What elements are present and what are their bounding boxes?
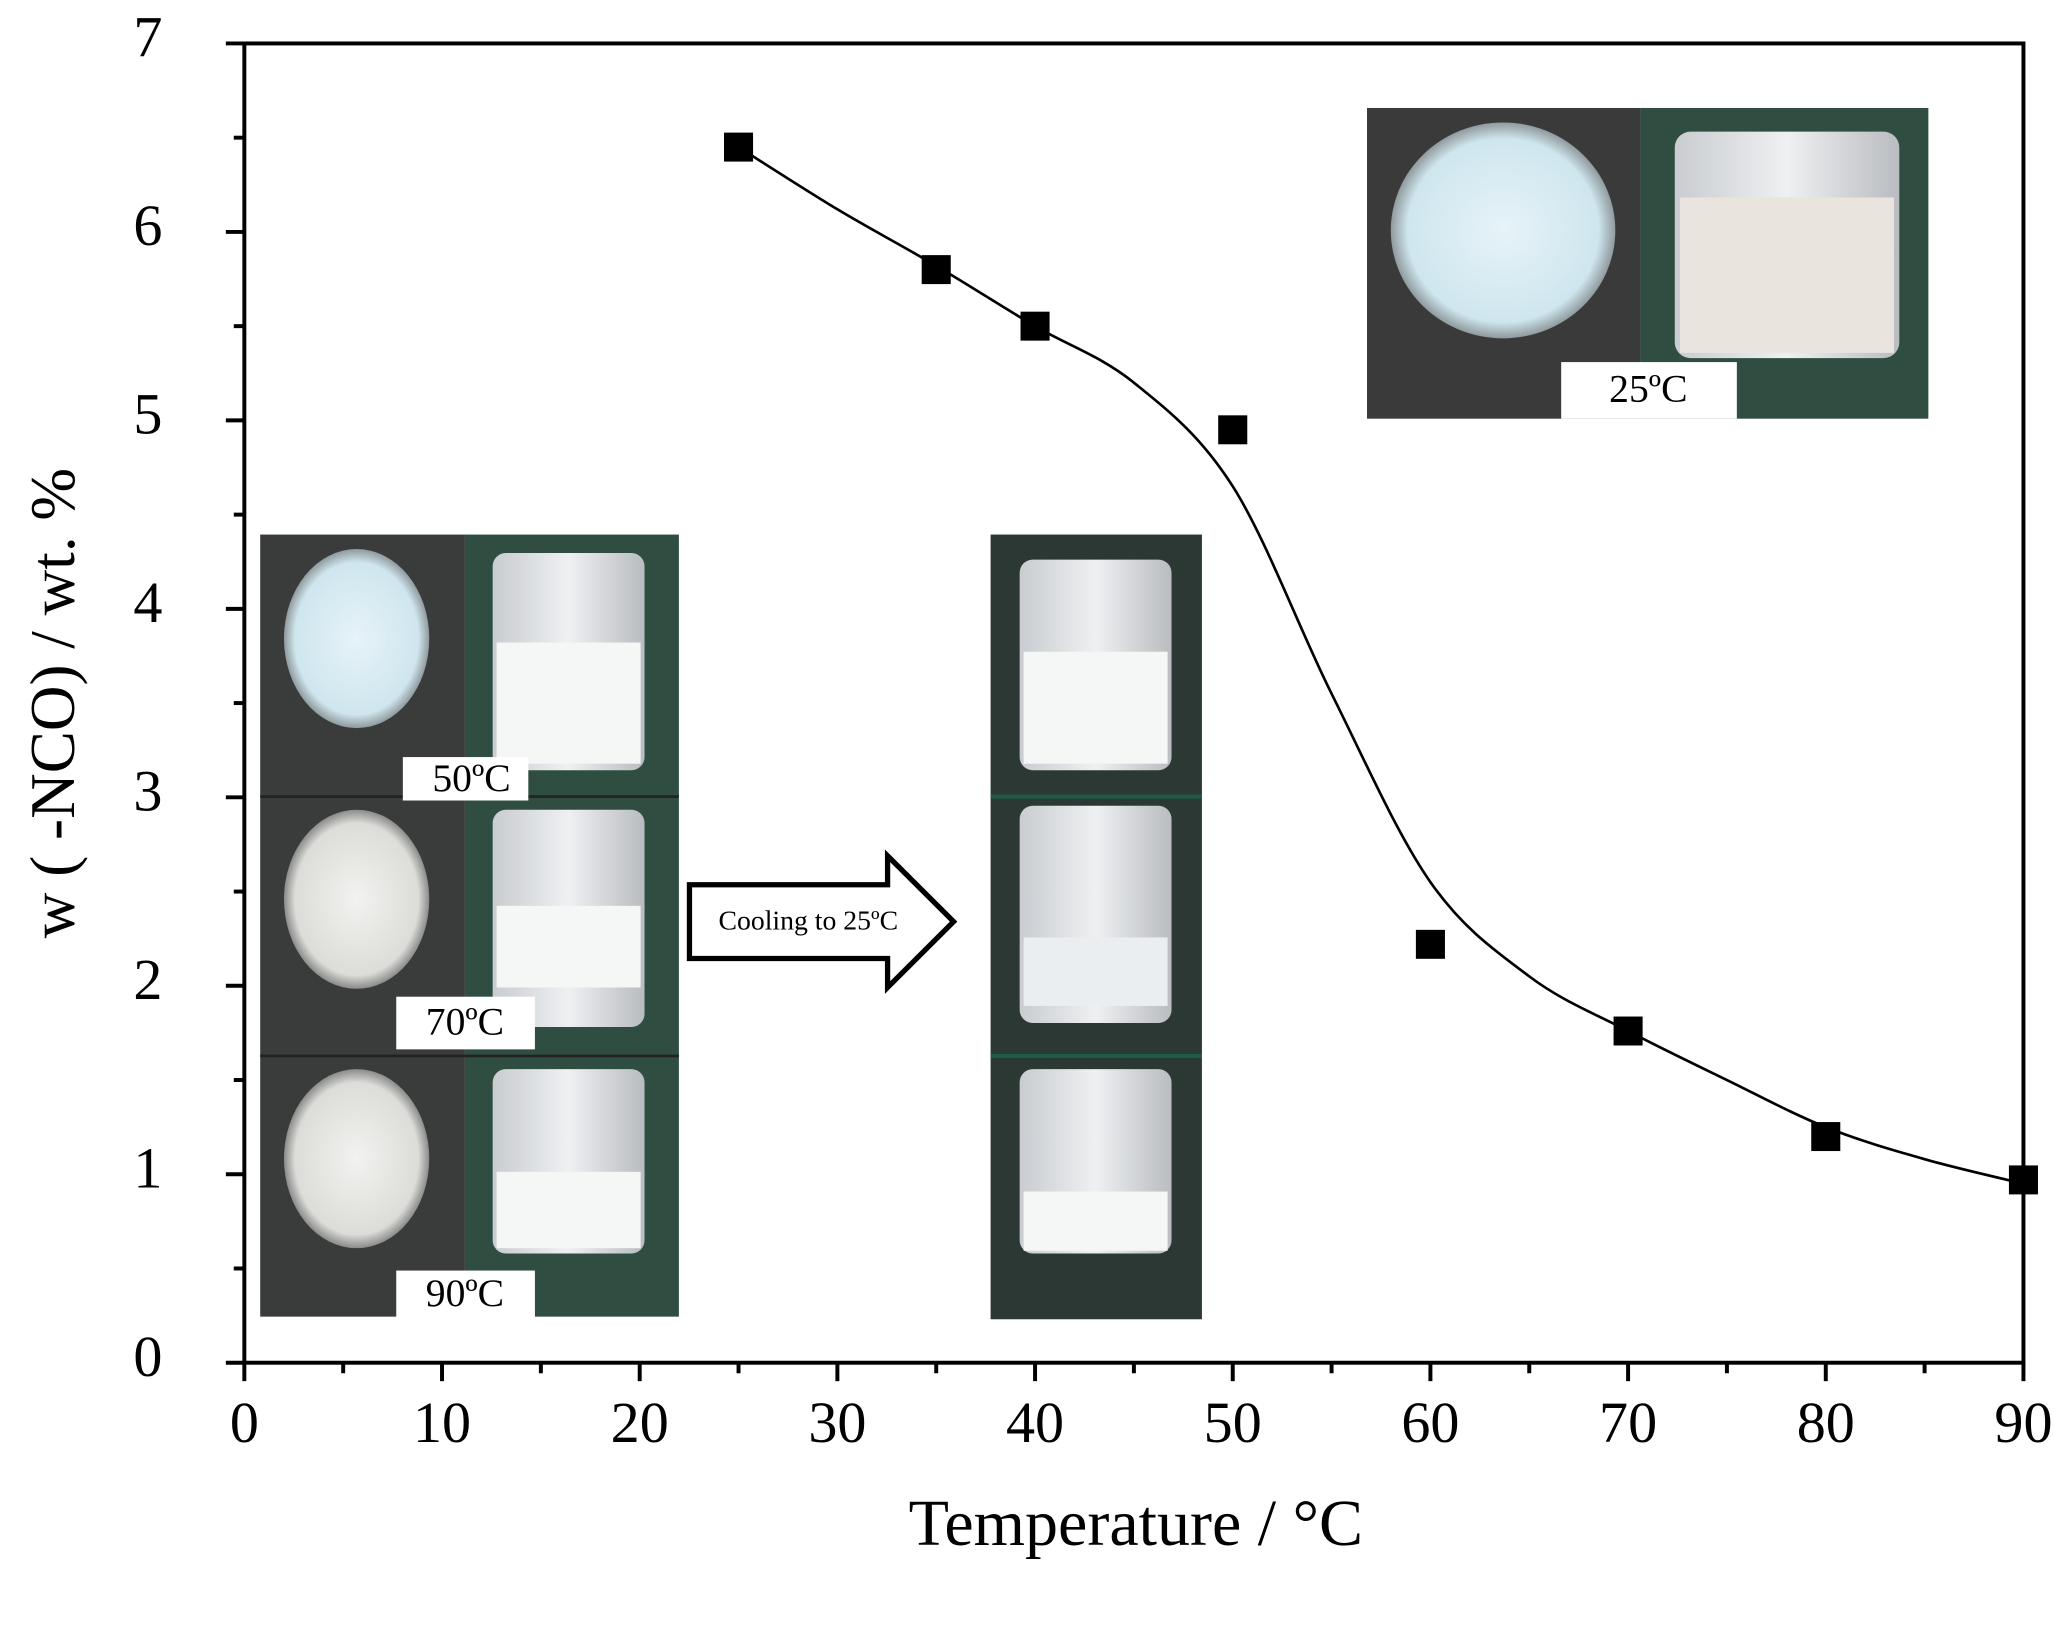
jar-fill (1023, 937, 1168, 1006)
x-tick-label: 90 (1994, 1390, 2052, 1455)
annotation: 70ºC (426, 1000, 504, 1044)
x-tick-label: 60 (1401, 1390, 1459, 1455)
y-tick-label: 4 (133, 570, 162, 635)
x-tick-label: 10 (413, 1390, 471, 1455)
marker (1415, 929, 1445, 959)
dish (283, 1069, 430, 1249)
x-tick-label: 20 (611, 1390, 669, 1455)
x-tick-label: 50 (1204, 1390, 1262, 1455)
dish (1390, 122, 1616, 339)
marker (1811, 1122, 1841, 1152)
jar-fill (496, 1171, 641, 1249)
photo-insets (260, 107, 1929, 1320)
y-tick-label: 6 (133, 193, 162, 258)
x-tick-label: 70 (1599, 1390, 1657, 1455)
y-tick-label: 3 (133, 759, 162, 824)
label-box (396, 1270, 535, 1318)
jar-fill (1680, 197, 1895, 353)
marker (921, 255, 951, 285)
jar-fill (1023, 1191, 1168, 1251)
jar-fill (496, 642, 641, 764)
y-tick-label: 2 (133, 947, 162, 1012)
x-tick-label: 40 (1006, 1390, 1064, 1455)
y-tick-label: 5 (133, 382, 162, 447)
marker (2008, 1165, 2038, 1195)
dish (283, 549, 430, 729)
jar-fill (1023, 651, 1168, 764)
y-tick-label: 0 (133, 1324, 162, 1389)
marker (724, 132, 754, 162)
y-tick-label: 1 (133, 1136, 162, 1201)
x-tick-label: 0 (230, 1390, 259, 1455)
y-tick-label: 7 (133, 5, 162, 70)
arrow (686, 849, 958, 994)
marker (1218, 415, 1248, 445)
annotation: Cooling to 25ºC (719, 904, 899, 935)
dish (283, 809, 430, 989)
fit-line (737, 145, 2024, 1185)
x-tick-label: 30 (808, 1390, 866, 1455)
marker (1020, 311, 1050, 341)
annotation: 90ºC (426, 1271, 504, 1315)
annotation: 25ºC (1609, 366, 1687, 410)
x-tick-label: 80 (1797, 1390, 1855, 1455)
label-box (402, 757, 529, 801)
label-box (1561, 362, 1737, 419)
jar-fill (496, 905, 641, 988)
annotation: 50ºC (432, 756, 510, 800)
marker (1613, 1016, 1643, 1046)
x-axis-title: Temperature / °C (909, 1487, 1363, 1560)
label-box (396, 996, 535, 1050)
y-axis-title: w ( -NCO) / wt. % (18, 468, 88, 938)
